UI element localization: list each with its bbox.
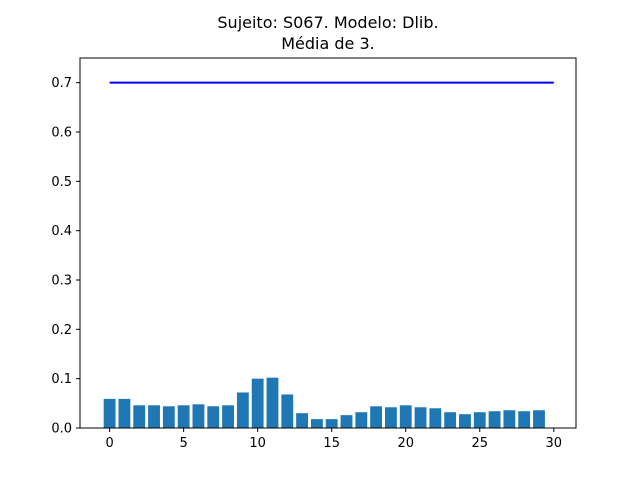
bar-22 bbox=[429, 408, 442, 428]
bar-5 bbox=[177, 405, 190, 428]
bar-19 bbox=[385, 407, 397, 428]
chart-title-line1: Sujeito: S067. Modelo: Dlib. bbox=[217, 13, 438, 32]
y-tick-label-2: 0.2 bbox=[51, 323, 72, 338]
bar-25 bbox=[473, 412, 486, 428]
x-tick-label-6: 30 bbox=[546, 436, 563, 451]
bar-11 bbox=[266, 377, 279, 428]
y-tick-label-1: 0.1 bbox=[51, 372, 72, 387]
plot-frame bbox=[79, 57, 577, 429]
x-tick-label-0: 0 bbox=[105, 436, 113, 451]
bar-23 bbox=[444, 412, 457, 428]
x-tick-label-4: 20 bbox=[397, 436, 414, 451]
bar-28 bbox=[518, 411, 531, 428]
x-tick-label-3: 15 bbox=[323, 436, 340, 451]
bar-4 bbox=[162, 406, 175, 428]
y-axis-ticks: 0.0 0.1 0.2 0.3 0.4 0.5 0.6 0.7 bbox=[51, 76, 80, 437]
bar-15 bbox=[325, 419, 338, 428]
bar-12 bbox=[281, 394, 294, 428]
bar-6 bbox=[192, 404, 205, 428]
chart-title-line2: Média de 3. bbox=[281, 34, 375, 53]
bar-1 bbox=[118, 398, 131, 428]
bar-29 bbox=[533, 410, 545, 428]
bar-26 bbox=[488, 411, 501, 428]
bar-16 bbox=[340, 415, 353, 428]
bar-27 bbox=[503, 410, 516, 428]
bar-17 bbox=[355, 412, 368, 428]
y-tick-label-7: 0.7 bbox=[51, 76, 72, 91]
bar-24 bbox=[459, 414, 471, 428]
y-tick-label-0: 0.0 bbox=[51, 422, 72, 437]
bar-7 bbox=[207, 406, 220, 428]
bar-14 bbox=[310, 419, 323, 428]
bar-9 bbox=[236, 392, 249, 428]
bars-group bbox=[103, 377, 545, 428]
y-tick-label-6: 0.6 bbox=[51, 126, 72, 141]
x-tick-label-1: 5 bbox=[180, 436, 188, 451]
bar-2 bbox=[133, 405, 146, 428]
y-tick-label-3: 0.3 bbox=[51, 274, 72, 289]
bar-8 bbox=[222, 405, 234, 428]
x-tick-label-2: 10 bbox=[249, 436, 266, 451]
bar-10 bbox=[251, 378, 264, 428]
bar-18 bbox=[370, 406, 383, 428]
bar-0 bbox=[103, 398, 116, 428]
bar-13 bbox=[296, 413, 309, 428]
bar-3 bbox=[148, 405, 160, 428]
x-tick-label-5: 25 bbox=[471, 436, 488, 451]
bar-20 bbox=[399, 405, 412, 428]
y-tick-label-4: 0.4 bbox=[51, 224, 72, 239]
bar-21 bbox=[414, 407, 427, 428]
x-axis-ticks: 0 5 10 15 20 25 30 bbox=[105, 428, 562, 451]
y-tick-label-5: 0.5 bbox=[51, 175, 72, 190]
